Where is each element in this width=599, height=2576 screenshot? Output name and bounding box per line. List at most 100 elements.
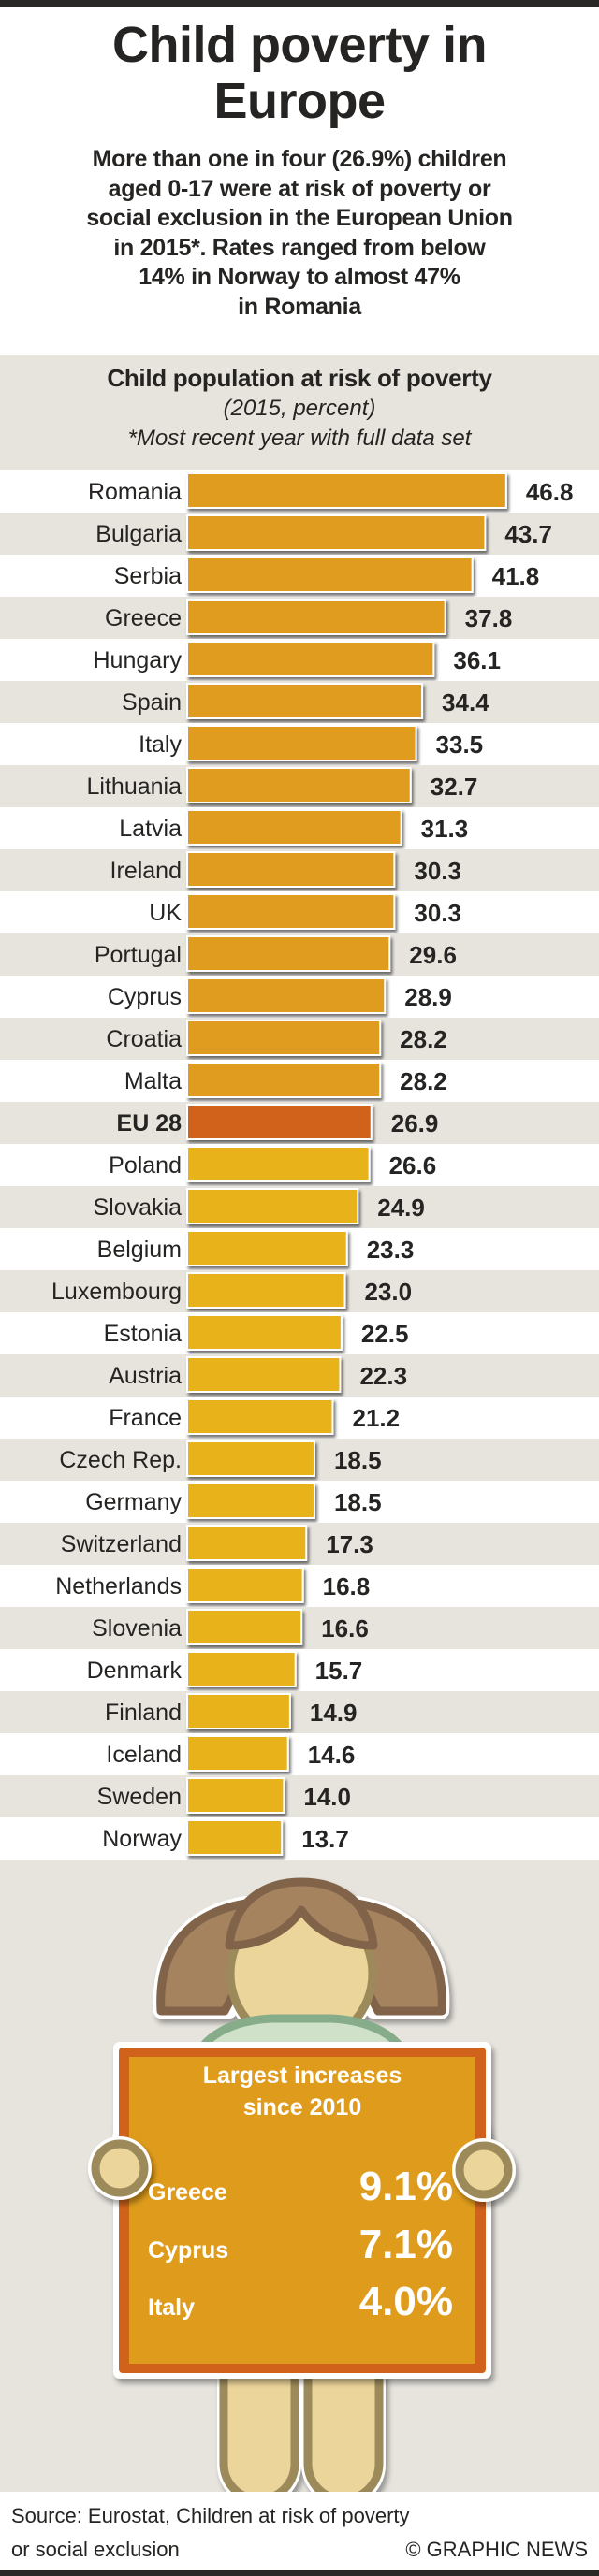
chart-note: *Most recent year with full data set [127, 426, 472, 451]
bar-row: Serbia 41.8 [0, 555, 599, 597]
category-label: Greece [105, 605, 182, 631]
value-label: 46.8 [526, 478, 574, 506]
bar [188, 685, 422, 717]
bar [188, 1148, 369, 1180]
sign-row: Cyprus 7.1% [148, 2212, 453, 2268]
sign-heading-line: Largest increases [202, 2062, 402, 2089]
chart-subtitle: (2015, percent) [223, 396, 376, 421]
row-background [0, 1817, 599, 1860]
bar-row: Denmark 15.7 [0, 1649, 599, 1691]
bar-chart: Romania 46.8 Bulgaria 43.7 Serbia 41.8 Greece 3… [0, 470, 599, 1860]
category-label: Slovenia [92, 1615, 182, 1642]
bar [188, 1442, 314, 1475]
bar-row: Norway 13.7 [0, 1817, 599, 1860]
bar-row: France 21.2 [0, 1397, 599, 1439]
sign [113, 2042, 491, 2379]
category-label: Norway [102, 1826, 182, 1852]
bar-row: Latvia 31.3 [0, 807, 599, 849]
value-label: 23.0 [365, 1278, 413, 1306]
category-label: Netherlands [55, 1573, 182, 1599]
bar [188, 769, 410, 802]
intro-line: in Romania [238, 293, 361, 320]
value-label: 16.8 [323, 1572, 371, 1600]
value-label: 30.3 [414, 899, 461, 927]
category-label: Ireland [110, 858, 182, 884]
bar [188, 558, 472, 591]
bar-row: Ireland 30.3 [0, 849, 599, 891]
category-label: Serbia [114, 563, 182, 589]
bar-row: EU 28 26.9 [0, 1102, 599, 1144]
sign-heading-line: since 2010 [242, 2094, 362, 2120]
bar-row: Sweden 14.0 [0, 1775, 599, 1817]
category-label: Bulgaria [95, 521, 182, 547]
bar [188, 1779, 284, 1812]
category-label: Spain [122, 689, 182, 716]
category-label: Estonia [104, 1321, 182, 1347]
category-label: Finland [105, 1700, 182, 1726]
bar-row: Spain 34.4 [0, 681, 599, 723]
bar [188, 601, 445, 633]
bar-row: Austria 22.3 [0, 1354, 599, 1397]
credit: © GRAPHIC NEWS [405, 2538, 588, 2561]
intro-line: in 2015*. Rates ranged from below [113, 234, 486, 261]
category-label: Croatia [106, 1026, 182, 1052]
value-label: 37.8 [465, 604, 513, 632]
bar-row: Croatia 28.2 [0, 1018, 599, 1060]
sign-value: 7.1% [358, 2221, 453, 2267]
value-label: 30.3 [414, 857, 461, 885]
bar [188, 1484, 314, 1517]
category-label: France [109, 1405, 182, 1431]
bar-row: Netherlands 16.8 [0, 1565, 599, 1607]
bar-row: Germany 18.5 [0, 1481, 599, 1523]
value-label: 14.0 [303, 1783, 351, 1811]
right-hand [455, 2141, 513, 2199]
category-label: Lithuania [87, 774, 183, 800]
sign-value: 4.0% [358, 2279, 453, 2324]
bar-row: Estonia 22.5 [0, 1312, 599, 1354]
bar [188, 937, 389, 970]
bar [188, 474, 505, 507]
bar-row: Belgium 23.3 [0, 1228, 599, 1270]
value-label: 32.7 [431, 773, 478, 801]
row-background [0, 1775, 599, 1817]
bar [188, 1106, 371, 1138]
value-label: 14.6 [308, 1741, 356, 1769]
category-label: Czech Rep. [59, 1447, 182, 1473]
value-label: 43.7 [504, 520, 552, 548]
bar [188, 1653, 295, 1686]
title-line: Europe [213, 73, 386, 129]
category-label: UK [149, 900, 182, 926]
bar [188, 643, 433, 675]
value-label: 28.2 [400, 1067, 447, 1095]
bar-row: Poland 26.6 [0, 1144, 599, 1186]
left-hand [91, 2139, 149, 2197]
value-label: 33.5 [436, 731, 484, 759]
sign-row: Greece 9.1% [148, 2154, 453, 2210]
bar [188, 1190, 358, 1223]
category-label: Sweden [97, 1784, 182, 1810]
intro-text: More than one in four (26.9%) children a… [9, 145, 590, 322]
value-label: 22.5 [361, 1320, 409, 1348]
page-title: Child poverty in Europe [0, 17, 599, 129]
girl-illustration [0, 1860, 599, 2492]
bar [188, 1611, 301, 1643]
bar [188, 811, 401, 844]
value-label: 26.9 [391, 1109, 439, 1137]
bar [188, 895, 394, 928]
bar [188, 727, 416, 760]
category-label: Denmark [87, 1657, 183, 1684]
category-label: Poland [109, 1152, 182, 1179]
bottom-rule [0, 2570, 599, 2576]
bar-row: Czech Rep. 18.5 [0, 1439, 599, 1481]
category-label: Iceland [106, 1742, 182, 1768]
bar [188, 1527, 306, 1559]
bar [188, 1569, 302, 1601]
sign-country: Italy [148, 2294, 196, 2321]
hair-top [225, 1877, 378, 1950]
source-line: Source: Eurostat, Children at risk of po… [11, 2504, 410, 2527]
value-label: 28.9 [404, 983, 452, 1011]
category-label: Italy [139, 731, 182, 758]
category-label: Austria [109, 1363, 182, 1389]
bar-row: Finland 14.9 [0, 1691, 599, 1733]
chart-title: Child population at risk of poverty [107, 364, 492, 392]
